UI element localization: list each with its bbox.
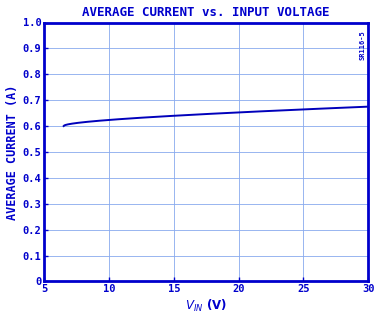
- Text: SR116-5: SR116-5: [360, 30, 366, 60]
- Y-axis label: AVERAGE CURRENT (A): AVERAGE CURRENT (A): [6, 84, 19, 220]
- X-axis label: $V_{IN}$ (V): $V_{IN}$ (V): [185, 298, 227, 315]
- Title: AVERAGE CURRENT vs. INPUT VOLTAGE: AVERAGE CURRENT vs. INPUT VOLTAGE: [82, 5, 330, 19]
